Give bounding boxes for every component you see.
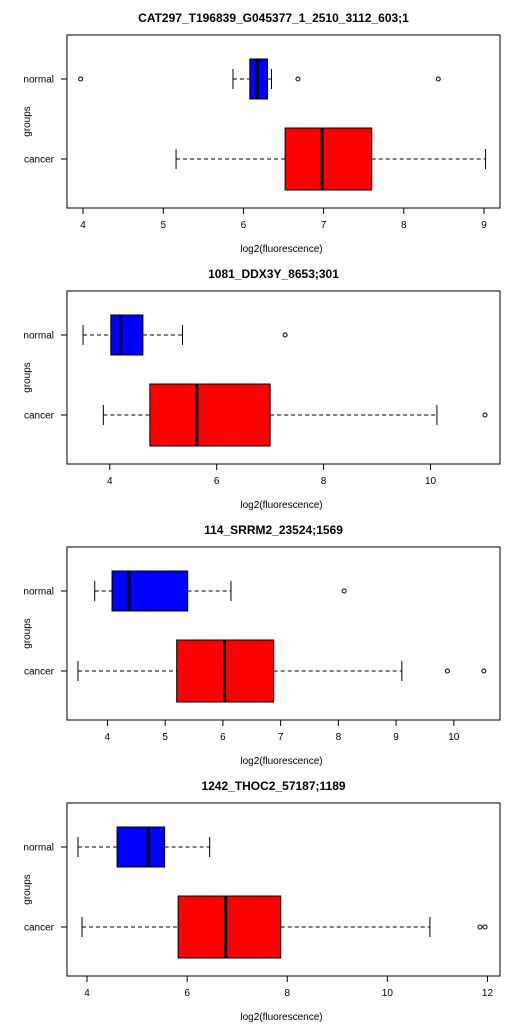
category-label-normal: normal <box>23 587 54 598</box>
outlier-point <box>481 668 487 674</box>
iqr-box-cancer <box>149 383 271 447</box>
boxplot-cancer: cancer <box>24 383 488 447</box>
outlier-point <box>282 332 288 338</box>
outlier-point <box>341 588 347 594</box>
x-tick-label: 9 <box>481 220 487 231</box>
outlier-point <box>482 924 488 930</box>
boxplot-normal: normal <box>23 570 347 612</box>
boxplot-normal: normal <box>23 58 441 100</box>
category-label-normal: normal <box>23 331 54 342</box>
iqr-box-cancer <box>177 895 282 959</box>
x-tick-label: 5 <box>162 732 168 743</box>
outlier-point <box>482 412 488 418</box>
x-tick-label: 4 <box>80 220 86 231</box>
y-axis-label: groups <box>22 362 33 393</box>
boxplot-cancer: cancer <box>24 895 488 959</box>
x-axis-label: log2(fluorescence) <box>240 756 322 767</box>
chart-title: 114_SRRM2_23524;1569 <box>204 523 343 537</box>
x-axis-label: log2(fluorescence) <box>240 1012 322 1023</box>
x-tick-label: 6 <box>241 220 247 231</box>
x-tick-label: 4 <box>84 988 90 999</box>
x-tick-label: 6 <box>214 476 220 487</box>
outlier-point <box>435 76 441 82</box>
x-tick-label: 8 <box>336 732 342 743</box>
outlier-point <box>477 924 483 930</box>
chart-panel-2: 1081_DDX3Y_8653;301 4 6 8 10 log2(fluorescenc… <box>22 267 501 511</box>
x-tick-label: 8 <box>401 220 407 231</box>
x-tick-label: 12 <box>482 988 494 999</box>
x-tick-label: 4 <box>107 476 113 487</box>
boxplot-cancer: cancer <box>24 127 487 191</box>
outlier-point <box>295 76 301 82</box>
iqr-box-normal <box>249 58 268 100</box>
x-tick-label: 9 <box>393 732 399 743</box>
plot-frame <box>66 290 501 465</box>
plot-frame <box>66 34 501 209</box>
chart-panel-1: CAT297_T196839_G045377_1_2510_3112_603;1… <box>22 11 501 255</box>
x-axis-label: log2(fluorescence) <box>240 244 322 255</box>
x-tick-label: 6 <box>220 732 226 743</box>
chart-title: 1081_DDX3Y_8653;301 <box>208 267 339 281</box>
y-axis-label: groups <box>22 874 33 905</box>
x-tick-label: 10 <box>425 476 437 487</box>
category-label-cancer: cancer <box>24 155 55 166</box>
chart-title: CAT297_T196839_G045377_1_2510_3112_603;1 <box>138 11 409 25</box>
iqr-box-normal <box>110 314 144 356</box>
x-tick-label: 5 <box>160 220 166 231</box>
x-tick-label: 7 <box>278 732 284 743</box>
boxplot-normal: normal <box>23 826 211 868</box>
y-axis-label: groups <box>22 618 33 649</box>
outlier-point <box>444 668 450 674</box>
x-axis-label: log2(fluorescence) <box>240 500 322 511</box>
iqr-box-cancer <box>284 127 373 191</box>
category-label-normal: normal <box>23 75 54 86</box>
x-tick-label: 8 <box>321 476 327 487</box>
chart-panel-3: 114_SRRM2_23524;1569 4 5 6 7 8 9 10 log2(fluores… <box>22 523 501 767</box>
x-tick-label: 10 <box>382 988 394 999</box>
x-tick-label: 7 <box>321 220 327 231</box>
x-tick-label: 6 <box>184 988 190 999</box>
iqr-box-normal <box>111 570 189 612</box>
y-axis-label: groups <box>22 106 33 137</box>
boxplot-cancer: cancer <box>24 639 487 703</box>
x-tick-label: 10 <box>448 732 460 743</box>
plot-frame <box>66 802 501 977</box>
category-label-normal: normal <box>23 843 54 854</box>
iqr-box-normal <box>116 826 166 868</box>
category-label-cancer: cancer <box>24 923 55 934</box>
chart-title: 1242_THOC2_57187;1189 <box>201 779 345 793</box>
category-label-cancer: cancer <box>24 411 55 422</box>
plot-frame <box>66 546 501 721</box>
outlier-point <box>78 76 84 82</box>
category-label-cancer: cancer <box>24 667 55 678</box>
boxplot-normal: normal <box>23 314 288 356</box>
chart-panel-4: 1242_THOC2_57187;1189 4 6 8 10 12 log2(fluores… <box>22 779 501 1023</box>
x-tick-label: 4 <box>105 732 111 743</box>
x-tick-label: 8 <box>284 988 290 999</box>
